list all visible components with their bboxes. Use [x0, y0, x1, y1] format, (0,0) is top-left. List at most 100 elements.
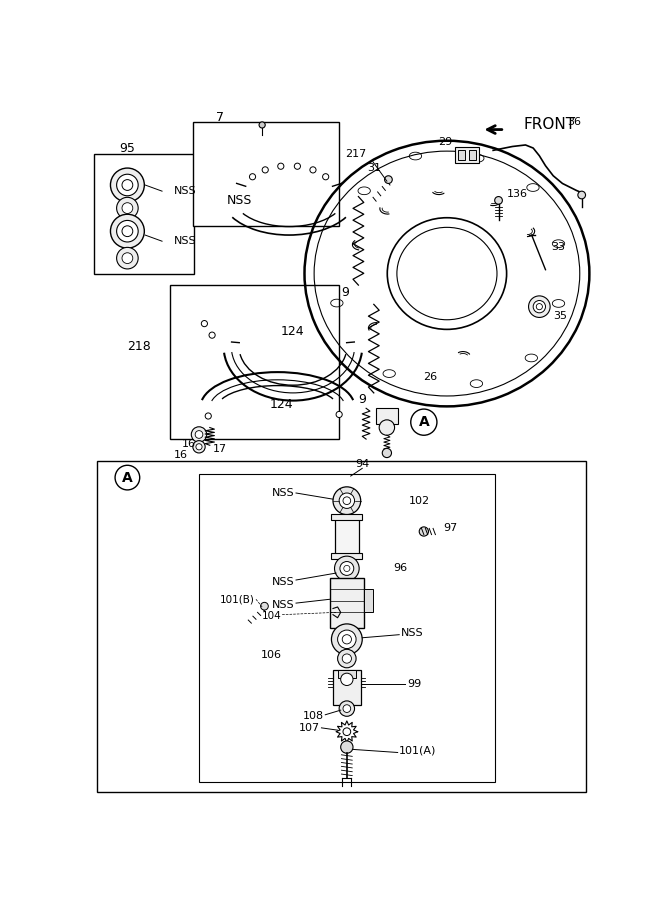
Text: 94: 94 [355, 459, 370, 469]
Circle shape [336, 411, 342, 418]
Circle shape [495, 196, 502, 204]
Circle shape [339, 701, 355, 716]
Circle shape [335, 556, 359, 581]
Text: NSS: NSS [173, 186, 196, 196]
Circle shape [117, 175, 138, 196]
Text: A: A [418, 415, 430, 429]
Circle shape [340, 562, 354, 575]
Bar [468, 149, 476, 160]
Circle shape [342, 654, 352, 663]
Text: 9: 9 [342, 286, 350, 300]
Text: 26: 26 [423, 373, 437, 382]
Circle shape [385, 176, 392, 184]
Text: 102: 102 [408, 496, 430, 506]
Bar [94, 154, 194, 274]
Circle shape [323, 174, 329, 180]
Circle shape [262, 166, 268, 173]
Circle shape [536, 303, 542, 310]
Circle shape [201, 320, 207, 327]
Text: 97: 97 [443, 523, 458, 533]
Circle shape [195, 430, 203, 438]
Text: FRONT: FRONT [524, 117, 576, 132]
Text: 124: 124 [281, 325, 305, 338]
Text: NSS: NSS [272, 599, 295, 609]
Circle shape [331, 624, 362, 654]
Circle shape [115, 465, 139, 490]
Text: 218: 218 [127, 340, 151, 353]
Text: NSS: NSS [401, 628, 424, 638]
Circle shape [344, 565, 350, 572]
Circle shape [382, 448, 392, 457]
Text: 96: 96 [393, 563, 407, 573]
Circle shape [379, 419, 395, 436]
Text: 99: 99 [407, 679, 421, 689]
Circle shape [343, 497, 351, 505]
Bar [333, 670, 361, 705]
Circle shape [191, 427, 207, 442]
Text: 136: 136 [507, 189, 528, 199]
Circle shape [111, 168, 144, 202]
Text: 7: 7 [216, 111, 224, 123]
Text: 95: 95 [119, 141, 135, 155]
Text: 108: 108 [303, 711, 323, 721]
Text: 124: 124 [269, 398, 293, 411]
Circle shape [205, 413, 211, 419]
Circle shape [259, 122, 265, 128]
Circle shape [341, 741, 353, 753]
Circle shape [310, 166, 316, 173]
Bar [335, 516, 359, 554]
Bar [331, 554, 362, 559]
Text: NSS: NSS [173, 236, 196, 247]
Text: NSS: NSS [272, 577, 295, 587]
Circle shape [533, 301, 546, 313]
Bar [330, 578, 364, 628]
Circle shape [343, 728, 351, 735]
Circle shape [420, 526, 428, 536]
Circle shape [333, 487, 361, 515]
Circle shape [117, 220, 138, 242]
Circle shape [117, 197, 138, 219]
Bar [376, 409, 398, 424]
Bar [169, 285, 339, 439]
Bar [458, 149, 466, 160]
Circle shape [339, 493, 355, 508]
Circle shape [122, 180, 133, 191]
Bar [193, 122, 339, 226]
Circle shape [338, 630, 356, 649]
Text: 106: 106 [260, 650, 281, 660]
Text: 9: 9 [358, 392, 366, 406]
Text: 31: 31 [367, 163, 381, 173]
Text: 33: 33 [551, 241, 565, 252]
Circle shape [578, 191, 586, 199]
Text: 217: 217 [346, 149, 367, 159]
Circle shape [117, 248, 138, 269]
Circle shape [342, 634, 352, 644]
Text: 101(A): 101(A) [400, 746, 437, 756]
Text: 17: 17 [213, 444, 227, 454]
Circle shape [343, 705, 351, 713]
Circle shape [196, 444, 202, 450]
Circle shape [122, 253, 133, 264]
Text: A: A [122, 471, 133, 484]
Bar [331, 514, 362, 520]
Circle shape [249, 174, 255, 180]
Circle shape [294, 163, 300, 169]
Circle shape [338, 649, 356, 668]
Circle shape [122, 226, 133, 237]
Text: 16: 16 [173, 449, 187, 460]
Bar [455, 147, 480, 164]
Text: 104: 104 [261, 611, 281, 621]
Circle shape [528, 296, 550, 318]
Bar [364, 590, 373, 612]
Text: 101(B): 101(B) [219, 594, 254, 604]
Text: 29: 29 [438, 137, 452, 147]
Circle shape [122, 202, 133, 213]
Circle shape [111, 214, 144, 248]
Text: 16: 16 [182, 439, 196, 449]
Circle shape [277, 163, 284, 169]
Text: 36: 36 [567, 117, 581, 127]
Circle shape [209, 332, 215, 338]
Bar [199, 473, 496, 782]
Circle shape [261, 602, 268, 610]
Text: 35: 35 [553, 310, 567, 321]
